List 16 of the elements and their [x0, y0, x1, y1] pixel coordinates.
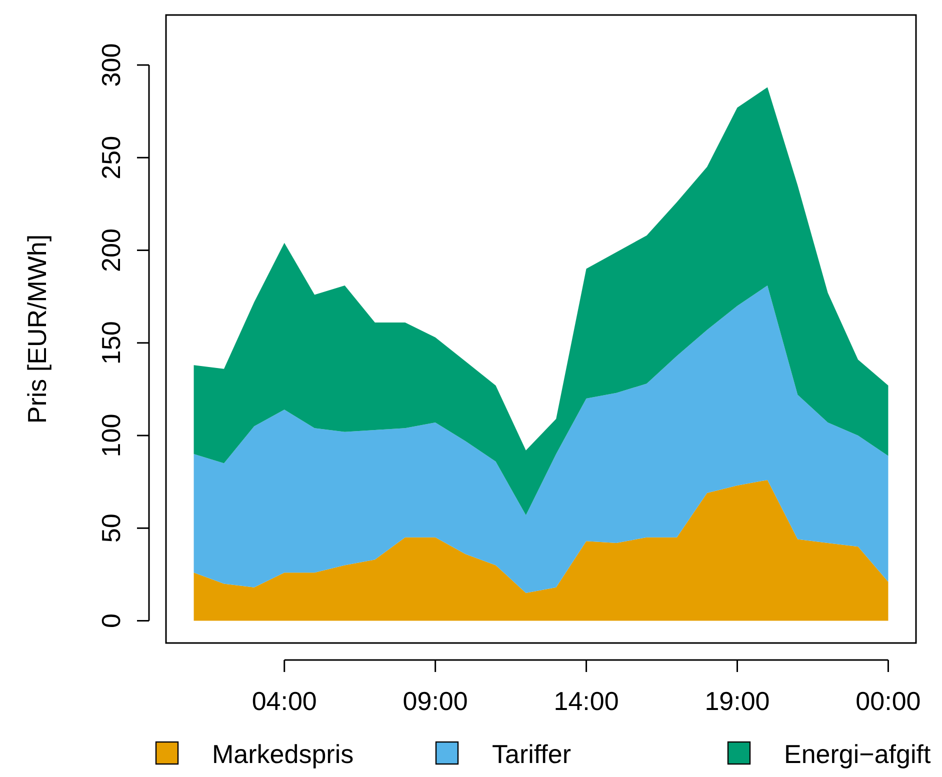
x-tick-label: 00:00 — [856, 686, 921, 716]
y-tick-label: 50 — [96, 514, 126, 543]
x-tick-label: 19:00 — [704, 686, 770, 716]
y-axis-title: Pris [EUR/MWh] — [22, 234, 52, 424]
x-tick-label: 09:00 — [402, 686, 468, 716]
legend-label: Tariffer — [492, 739, 572, 769]
y-tick-label: 0 — [96, 614, 126, 628]
x-tick-label: 14:00 — [554, 686, 619, 716]
y-tick-label: 200 — [96, 228, 126, 272]
y-tick-label: 250 — [96, 136, 126, 180]
y-tick-label: 100 — [96, 414, 126, 458]
y-tick-label: 150 — [96, 321, 126, 365]
y-tick-label: 300 — [96, 43, 126, 87]
legend-label: Energi−afgift — [784, 739, 932, 769]
x-tick-label: 04:00 — [252, 686, 317, 716]
legend-label: Markedspris — [212, 739, 354, 769]
